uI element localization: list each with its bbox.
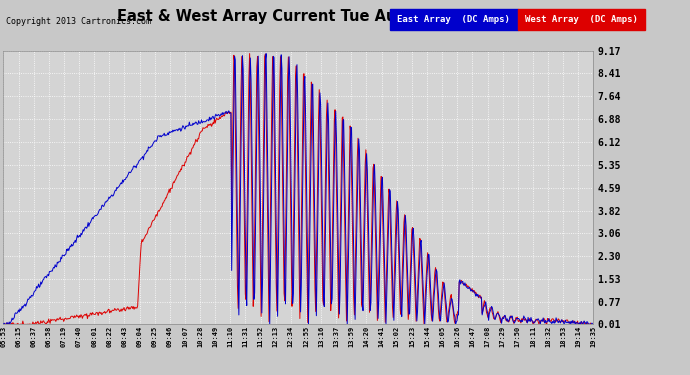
Text: East Array  (DC Amps): East Array (DC Amps) [397,15,510,24]
Text: East & West Array Current Tue Aug 13  19:54: East & West Array Current Tue Aug 13 19:… [117,9,490,24]
Text: West Array  (DC Amps): West Array (DC Amps) [525,15,638,24]
Text: Copyright 2013 Cartronics.com: Copyright 2013 Cartronics.com [6,17,150,26]
